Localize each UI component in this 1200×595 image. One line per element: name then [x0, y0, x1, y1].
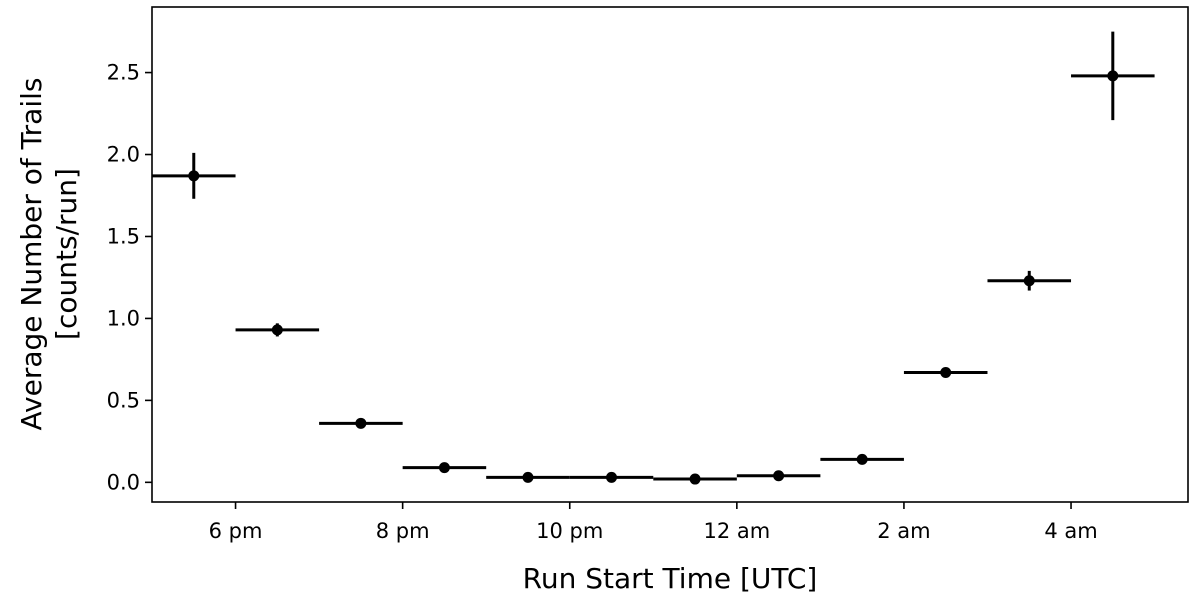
data-point	[689, 473, 701, 485]
data-point-group	[653, 473, 737, 485]
data-point-group	[486, 471, 570, 483]
data-point	[1023, 275, 1035, 287]
y-tick-label: 2.0	[107, 143, 140, 167]
y-axis-title-line-1: Average Number of Trails	[15, 78, 48, 431]
data-point	[1107, 70, 1119, 82]
y-tick-label: 1.0	[107, 306, 140, 330]
x-tick-label: 4 am	[1044, 519, 1097, 543]
data-point	[606, 471, 618, 483]
x-tick-label: 2 am	[877, 519, 930, 543]
y-axis-title: Average Number of Trails [counts/run]	[15, 78, 83, 431]
x-tick-label: 6 pm	[209, 519, 263, 543]
data-point-group	[402, 462, 487, 474]
x-axis-title: Run Start Time [UTC]	[523, 562, 818, 595]
data-point	[355, 417, 367, 429]
data-point-group	[987, 270, 1072, 291]
data-point-group	[903, 367, 988, 379]
y-tick-label: 2.5	[107, 61, 140, 85]
plot-area	[151, 6, 1189, 503]
data-points	[152, 31, 1155, 485]
data-point	[188, 170, 200, 182]
data-point-group	[736, 470, 821, 482]
x-tick-label: 10 pm	[536, 519, 603, 543]
x-tick-label: 12 am	[703, 519, 770, 543]
y-axis-title-line-2: [counts/run]	[50, 168, 83, 340]
data-point-group	[1071, 31, 1155, 121]
data-point	[940, 367, 952, 379]
data-point	[438, 462, 450, 474]
y-tick-label: 0.0	[107, 470, 140, 494]
y-axis-ticks: 0.0 0.5 1.0 1.5 2.0 2.5	[107, 61, 152, 494]
data-point-group	[820, 453, 904, 465]
data-point-group	[152, 152, 236, 199]
data-point	[773, 470, 785, 482]
y-tick-label: 1.5	[107, 224, 140, 248]
x-axis-ticks: 6 pm 8 pm 10 pm 12 am 2 am 4 am	[209, 502, 1098, 543]
y-tick-label: 0.5	[107, 388, 140, 412]
x-tick-label: 8 pm	[376, 519, 430, 543]
data-point-group	[235, 323, 320, 337]
data-point	[271, 324, 283, 336]
data-point	[522, 471, 534, 483]
data-point	[856, 453, 868, 465]
data-point-group	[569, 471, 654, 483]
data-point-group	[319, 417, 403, 429]
